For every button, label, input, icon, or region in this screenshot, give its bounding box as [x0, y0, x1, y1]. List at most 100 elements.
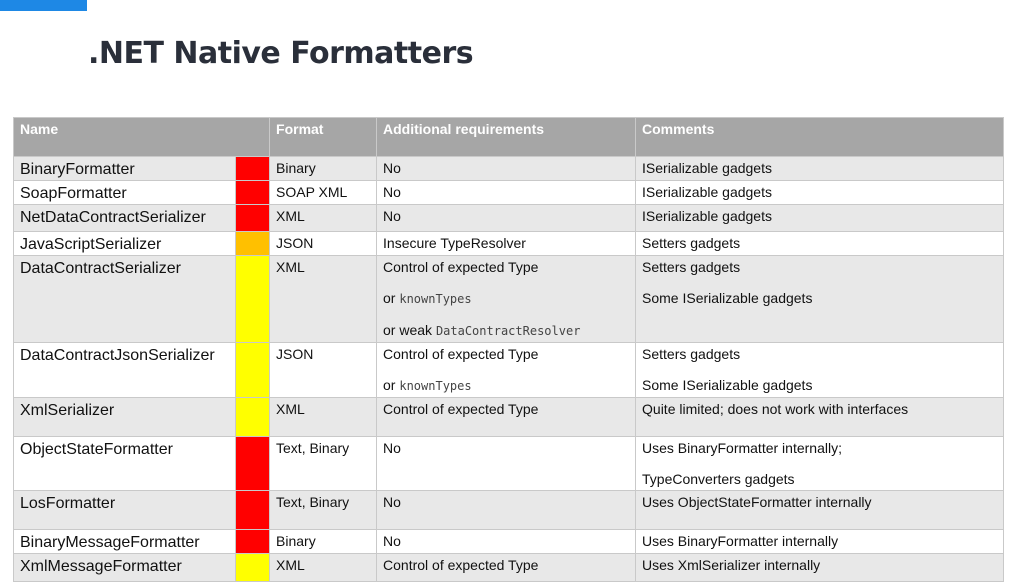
formatter-name-cell: LosFormatter: [13, 490, 236, 530]
table-row: BinaryMessageFormatter Binary No Uses Binar…: [13, 529, 1005, 554]
format-cell: XML: [269, 204, 378, 232]
comment-line-text: Setters gadgets: [642, 346, 741, 362]
requirement-line-text: No: [383, 494, 401, 510]
formatter-name-cell: XmlMessageFormatter: [13, 553, 236, 582]
format-cell: JSON: [269, 231, 378, 256]
requirement-line: No: [383, 533, 629, 550]
comments-cell: Quite limited; does not work with interf…: [635, 397, 1005, 437]
formatter-name-cell: XmlSerializer: [13, 397, 236, 437]
requirement-line: Insecure TypeResolver: [383, 235, 629, 252]
requirement-line-text: Control of expected Type: [383, 401, 539, 417]
requirements-cell: Control of expected Type or knownTypes: [376, 342, 637, 398]
code-identifier: knownTypes: [399, 292, 472, 306]
requirement-line-text: No: [383, 184, 401, 200]
comment-line-text: Some ISerializable gadgets: [642, 290, 813, 306]
requirement-line-text: or weak: [383, 322, 436, 338]
comment-line-text: Setters gadgets: [642, 235, 741, 251]
comments-cell: ISerializable gadgets: [635, 204, 1005, 232]
comment-line: Some ISerializable gadgets: [642, 290, 997, 307]
slide-title: .NET Native Formatters: [88, 36, 474, 71]
table-row: XmlMessageFormatter XML Control of expecte…: [13, 553, 1005, 582]
table-header-row: Name Format Additional requirements Comm…: [12, 117, 1005, 157]
risk-indicator-yellow: [234, 397, 271, 437]
table-row: LosFormatter Text, Binary No Uses ObjectSta…: [13, 490, 1005, 530]
comment-line-text: Uses XmlSerializer internally: [642, 557, 821, 573]
comments-cell: Uses XmlSerializer internally: [635, 553, 1005, 582]
table-row: BinaryFormatter Binary No ISerializable gad…: [13, 156, 1005, 181]
comment-line: TypeConverters gadgets: [642, 471, 997, 488]
format-cell: JSON: [269, 342, 378, 398]
table-row: NetDataContractSerializer XML No ISerializa…: [13, 204, 1005, 232]
comments-cell: Uses BinaryFormatter internally: [635, 529, 1005, 554]
requirements-cell: No: [376, 490, 637, 530]
format-cell: Binary: [269, 529, 378, 554]
table-row: DataContractSerializer XML Control of expe…: [13, 255, 1005, 343]
format-cell: Binary: [269, 156, 378, 181]
formatter-name-cell: JavaScriptSerializer: [13, 231, 236, 256]
comment-line: Uses BinaryFormatter internally;: [642, 440, 997, 457]
comment-line-text: ISerializable gadgets: [642, 160, 772, 176]
formatter-name-cell: NetDataContractSerializer: [13, 204, 236, 232]
comments-cell: Setters gadgets Some ISerializable gadget…: [635, 342, 1005, 398]
comment-line-text: Quite limited; does not work with interf…: [642, 401, 909, 417]
requirement-line: or knownTypes: [383, 377, 629, 395]
comment-line: Uses BinaryFormatter internally: [642, 533, 997, 550]
requirement-line-text: Insecure TypeResolver: [383, 235, 526, 251]
requirements-cell: No: [376, 529, 637, 554]
risk-indicator-red: [234, 490, 271, 530]
table-row: XmlSerializer XML Control of expected Type…: [13, 397, 1005, 437]
risk-indicator-yellow: [234, 255, 271, 343]
comment-line: Setters gadgets: [642, 235, 997, 252]
requirement-line-text: No: [383, 160, 401, 176]
comment-line-text: ISerializable gadgets: [642, 208, 772, 224]
comments-cell: ISerializable gadgets: [635, 156, 1005, 181]
requirement-line: No: [383, 160, 629, 177]
comment-line-text: ISerializable gadgets: [642, 184, 772, 200]
comment-line: ISerializable gadgets: [642, 160, 997, 177]
formatter-name-cell: BinaryMessageFormatter: [13, 529, 236, 554]
table-row: SoapFormatter SOAP XML No ISerializable gad…: [13, 180, 1005, 205]
comment-line-text: Some ISerializable gadgets: [642, 377, 813, 393]
comment-line: Uses XmlSerializer internally: [642, 557, 997, 574]
format-cell: SOAP XML: [269, 180, 378, 205]
requirement-line-text: or: [383, 377, 400, 393]
comments-cell: Setters gadgets Some ISerializable gadget…: [635, 255, 1005, 343]
format-cell: XML: [269, 553, 378, 582]
requirement-line-text: or: [383, 290, 400, 306]
header-additional-requirements: Additional requirements: [376, 117, 637, 157]
requirement-line: Control of expected Type: [383, 259, 629, 276]
formatter-name-cell: DataContractSerializer: [13, 255, 236, 343]
format-cell: Text, Binary: [269, 436, 378, 491]
comment-line: ISerializable gadgets: [642, 184, 997, 201]
requirement-line: Control of expected Type: [383, 401, 629, 418]
requirement-line: No: [383, 494, 629, 511]
comment-line: Setters gadgets: [642, 259, 997, 276]
risk-indicator-yellow: [234, 342, 271, 398]
requirements-cell: No: [376, 156, 637, 181]
comment-line: ISerializable gadgets: [642, 208, 997, 225]
comments-cell: ISerializable gadgets: [635, 180, 1005, 205]
header-comments: Comments: [635, 117, 1005, 157]
requirements-cell: Control of expected Type: [376, 553, 637, 582]
requirements-cell: No: [376, 180, 637, 205]
requirement-line: No: [383, 208, 629, 225]
requirement-line-text: No: [383, 533, 401, 549]
header-name: Name: [12, 117, 271, 157]
comment-line: Uses ObjectStateFormatter internally: [642, 494, 997, 511]
code-identifier: DataContractResolver: [435, 324, 581, 338]
comment-line: Setters gadgets: [642, 346, 997, 363]
table-row: DataContractJsonSerializer JSON Control of…: [13, 342, 1005, 398]
formatter-name-cell: DataContractJsonSerializer: [13, 342, 236, 398]
header-format: Format: [269, 117, 378, 157]
requirement-line: No: [383, 440, 629, 457]
comments-cell: Uses ObjectStateFormatter internally: [635, 490, 1005, 530]
table-row: ObjectStateFormatter Text, Binary No Uses B…: [13, 436, 1005, 491]
requirement-line-text: Control of expected Type: [383, 259, 539, 275]
format-cell: Text, Binary: [269, 490, 378, 530]
risk-indicator-red: [234, 180, 271, 205]
comments-cell: Uses BinaryFormatter internally; TypeConv…: [635, 436, 1005, 491]
requirements-cell: Insecure TypeResolver: [376, 231, 637, 256]
formatter-name-cell: ObjectStateFormatter: [13, 436, 236, 491]
formatters-table: Name Format Additional requirements Comm…: [12, 117, 1005, 582]
requirements-cell: No: [376, 204, 637, 232]
